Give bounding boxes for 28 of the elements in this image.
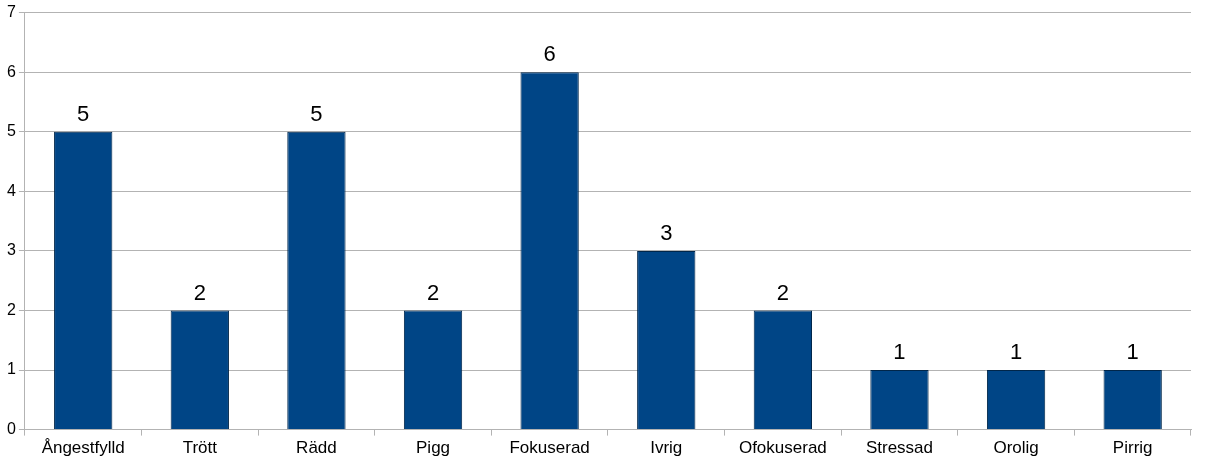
x-tick-label: Ångestfylld	[41, 438, 125, 458]
x-tick-label: Pigg	[416, 438, 451, 458]
y-tick-label: 0	[6, 420, 16, 438]
x-tick-label: Orolig	[993, 438, 1039, 458]
x-tick-label: Stressad	[865, 438, 934, 458]
y-tick-label: 5	[6, 122, 16, 140]
data-label: 1	[1009, 339, 1023, 365]
data-label: 6	[543, 41, 556, 67]
y-tick-label: 4	[6, 181, 16, 199]
x-tick-label: Trött	[182, 438, 218, 458]
y-tick-label: 1	[6, 360, 16, 378]
x-tick-label: Ivrig	[650, 438, 683, 458]
y-tick-label: 2	[6, 300, 16, 318]
data-label: 3	[660, 219, 673, 245]
y-tick-label: 7	[6, 3, 16, 21]
y-tick-label: 3	[6, 241, 16, 259]
x-tick-label: Rädd	[296, 438, 337, 458]
data-label: 2	[776, 279, 789, 305]
x-tick-label: Ofokuserad	[738, 438, 827, 458]
x-tick-label: Fokuserad	[509, 438, 590, 458]
data-label: 5	[310, 100, 323, 126]
data-label: 2	[193, 279, 206, 305]
data-label: 2	[426, 279, 440, 305]
data-label: 5	[77, 100, 90, 126]
x-tick-label: Pirrig	[1112, 438, 1153, 458]
data-label: 1	[1126, 339, 1139, 365]
data-label: 1	[893, 339, 906, 365]
y-tick-label: 6	[6, 62, 16, 80]
